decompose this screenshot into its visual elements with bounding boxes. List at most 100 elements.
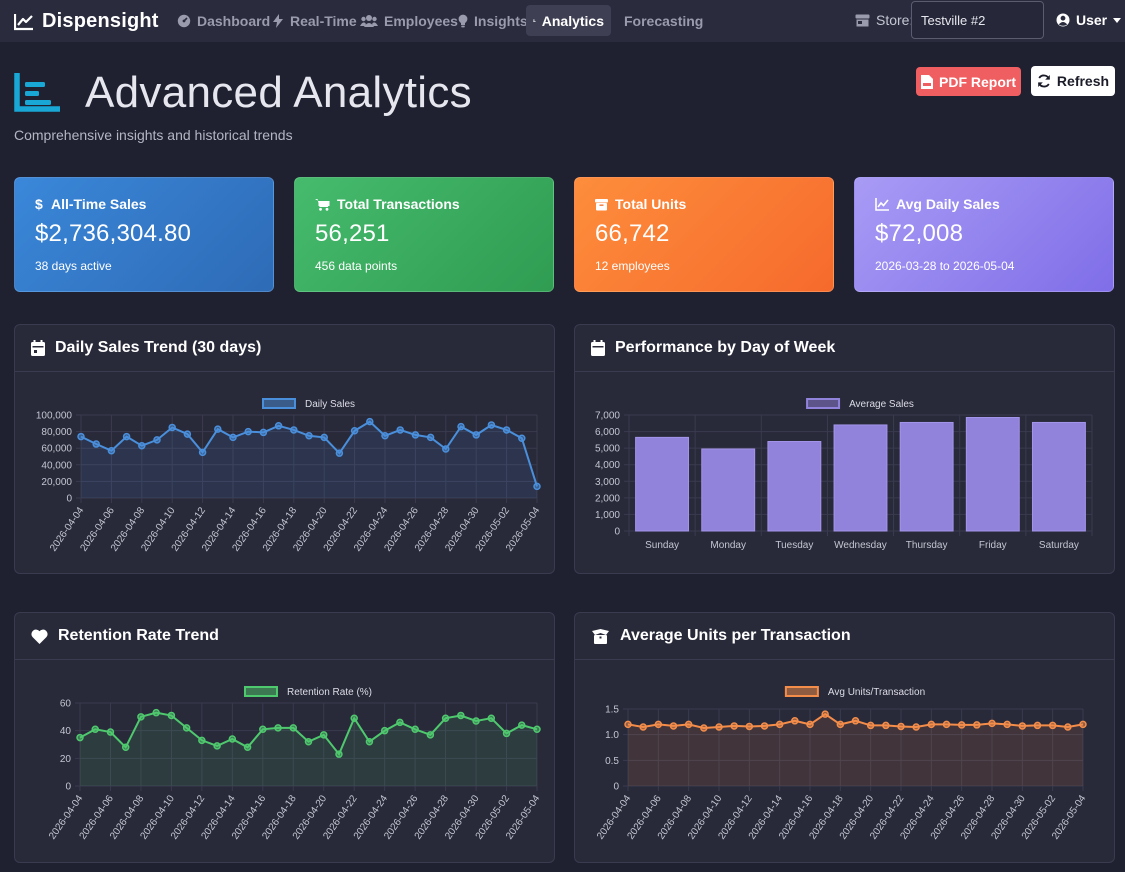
legend-swatch: [784, 686, 819, 697]
nav-analytics[interactable]: Analytics: [526, 5, 611, 36]
data-point: [988, 719, 996, 728]
y-tick-label: 40,000: [41, 460, 72, 471]
data-point: [1048, 721, 1057, 730]
nav-insights[interactable]: Insights: [451, 5, 535, 36]
data-point: [426, 433, 435, 442]
data-point: [487, 421, 496, 429]
data-point: [168, 423, 176, 432]
nav-forecasting-label: Forecasting: [624, 12, 704, 29]
data-point: [76, 733, 84, 742]
data-point: [198, 448, 207, 457]
stat-label: Avg Daily Sales: [896, 196, 1000, 212]
data-point: [518, 434, 526, 442]
data-point: [243, 743, 252, 752]
data-point: [866, 721, 875, 730]
x-tick-label: Friday: [979, 540, 1007, 551]
data-point: [927, 720, 936, 729]
calendar-icon: [31, 340, 45, 356]
daily-sales-chart: Daily Sales 0 20,000 40,000 60,000 80,000 100,…: [36, 398, 543, 554]
user-menu[interactable]: User: [1056, 12, 1122, 28]
refresh-button[interactable]: Refresh: [1031, 66, 1115, 96]
series-area: [80, 712, 537, 786]
nav-real-time-label: Real-Time: [290, 12, 357, 29]
data-point: [152, 708, 160, 717]
refresh-icon: [1038, 74, 1050, 88]
data-point: [715, 723, 723, 731]
nav-employees[interactable]: Employees: [353, 5, 465, 36]
y-tick-label: 0: [613, 782, 619, 793]
box-icon: [595, 198, 608, 210]
bar: [767, 441, 822, 532]
data-point: [259, 428, 268, 437]
data-point: [502, 426, 511, 434]
data-point: [366, 417, 374, 426]
data-point: [106, 728, 115, 736]
bar: [833, 424, 888, 532]
data-point: [137, 713, 145, 721]
x-tick-label: Saturday: [1039, 540, 1079, 551]
bar: [965, 416, 1020, 532]
data-point: [502, 729, 511, 738]
x-tick-label: Monday: [710, 540, 746, 551]
data-point: [365, 737, 374, 746]
data-point: [319, 731, 328, 739]
x-tick-label: Sunday: [645, 540, 679, 551]
nav-analytics-label: Analytics: [541, 12, 604, 29]
data-point: [380, 726, 389, 735]
nav-dashboard[interactable]: Dashboard: [170, 5, 277, 36]
card-title: Performance by Day of Week: [615, 339, 836, 356]
pdf-report-label: PDF Report: [939, 73, 1016, 90]
data-point: [138, 441, 146, 450]
data-point: [442, 445, 450, 453]
units-per-transaction-card: Average Units per Transaction Avg Units/…: [574, 612, 1115, 863]
data-point: [153, 436, 161, 444]
x-tick-label: Wednesday: [834, 540, 887, 551]
pdf-report-button[interactable]: PDF Report: [916, 67, 1021, 96]
legend-label: Daily Sales: [305, 399, 355, 410]
data-point: [533, 725, 541, 734]
store-input[interactable]: [911, 1, 1044, 39]
retention-card: Retention Rate Trend Retention Rate (%) 0…: [14, 612, 555, 863]
nav-forecasting[interactable]: Forecasting: [617, 5, 710, 36]
data-point: [350, 427, 359, 435]
data-point: [487, 714, 496, 722]
data-point: [198, 736, 206, 745]
data-point: [851, 717, 860, 725]
data-point: [214, 425, 222, 433]
stat-value: $2,736,304.80: [35, 220, 192, 247]
y-tick-label: 60: [60, 699, 72, 710]
data-point: [77, 432, 85, 441]
day-of-week-card: Performance by Day of Week Average Sales…: [574, 324, 1115, 574]
card-title: Average Units per Transaction: [620, 627, 851, 644]
stat-card-avg-daily-sales: Avg Daily Sales $72,008 2026-03-28 to 20…: [854, 177, 1114, 292]
daily-sales-card: Daily Sales Trend (30 days) Daily Sales 0…: [14, 324, 555, 574]
day-of-week-chart: Average Sales 0 1,000 2,000 3,000 4,000 5,000 6…: [595, 398, 1093, 551]
legend-swatch: [806, 398, 841, 409]
data-point: [107, 446, 116, 455]
y-tick-label: 100,000: [36, 411, 73, 422]
data-point: [1018, 722, 1027, 730]
stat-note: 456 data points: [315, 259, 398, 273]
data-point: [760, 722, 769, 730]
data-point: [122, 432, 131, 441]
data-point: [457, 422, 465, 431]
x-tick-label: Thursday: [906, 540, 948, 551]
data-point: [441, 714, 450, 722]
lightbulb-icon: [458, 14, 468, 27]
card-title: Daily Sales Trend (30 days): [55, 339, 262, 356]
legend-label: Average Sales: [849, 399, 914, 410]
data-point: [350, 714, 358, 722]
data-point: [411, 725, 419, 734]
y-tick-label: 1.0: [605, 730, 619, 741]
nav-insights-label: Insights: [474, 12, 528, 29]
data-point: [167, 711, 176, 720]
y-tick-label: 6,000: [595, 427, 620, 438]
nav-real-time[interactable]: Real-Time: [265, 5, 364, 36]
data-point: [684, 720, 693, 729]
brand-logo[interactable]: Dispensight: [14, 10, 159, 33]
nav-dashboard-label: Dashboard: [197, 12, 271, 29]
calendar-icon: [591, 340, 605, 356]
chart-area-icon: [875, 197, 889, 211]
y-tick-label: 60,000: [41, 444, 72, 455]
bar: [1031, 421, 1086, 532]
